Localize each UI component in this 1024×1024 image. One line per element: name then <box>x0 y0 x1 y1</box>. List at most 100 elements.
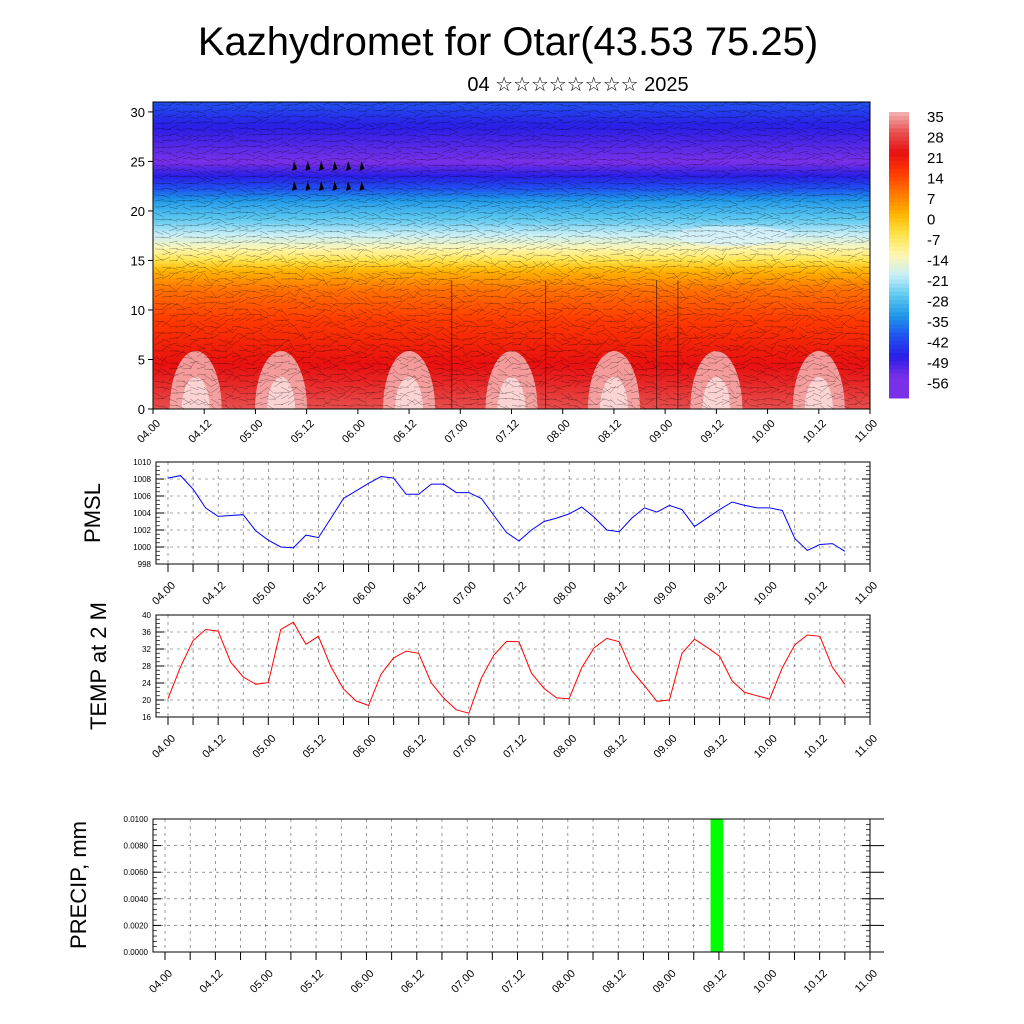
wind-stroke <box>630 152 640 157</box>
wind-stroke <box>483 102 493 106</box>
wind-stroke <box>511 182 521 186</box>
wind-stroke <box>812 265 822 268</box>
wind-stroke <box>560 180 570 184</box>
wind-stroke <box>203 158 213 163</box>
wind-stroke <box>231 224 241 228</box>
wind-stroke <box>644 284 655 286</box>
wind-stroke <box>602 206 612 210</box>
wind-stroke <box>399 119 409 124</box>
wind-stroke <box>630 102 640 106</box>
wind-stroke <box>735 126 745 130</box>
wind-stroke <box>518 191 528 196</box>
wind-stroke <box>245 224 255 227</box>
wind-stroke <box>546 242 556 247</box>
wind-stroke <box>161 107 171 112</box>
wind-stroke <box>252 205 262 208</box>
wind-stroke <box>574 217 584 220</box>
wind-stroke <box>546 134 556 137</box>
wind-stroke <box>196 212 206 215</box>
wind-stroke <box>679 296 689 299</box>
wind-stroke <box>847 176 857 180</box>
wind-stroke <box>350 176 360 181</box>
wind-stroke <box>287 122 297 125</box>
wind-stroke <box>504 224 514 229</box>
wind-stroke <box>847 224 857 229</box>
wind-stroke <box>399 254 409 260</box>
wind-stroke <box>756 192 766 196</box>
wind-stroke <box>420 119 430 124</box>
wind-stroke <box>378 271 388 274</box>
wind-stroke <box>301 242 311 245</box>
wind-stroke <box>616 270 626 274</box>
wind-stroke <box>196 241 206 244</box>
wind-stroke <box>161 248 171 254</box>
wind-stroke <box>203 164 213 167</box>
wind-stroke <box>707 218 717 221</box>
wind-stroke <box>266 144 276 148</box>
wind-stroke <box>756 152 766 157</box>
wind-stroke <box>259 133 269 136</box>
wind-stroke <box>560 240 570 244</box>
wind-stroke <box>322 272 332 277</box>
wind-stroke <box>630 212 640 217</box>
wind-stroke <box>329 140 339 143</box>
wind-stroke <box>168 248 179 250</box>
wind-stroke <box>763 236 773 241</box>
wind-stroke <box>581 174 591 178</box>
wind-stroke <box>504 270 514 274</box>
wind-stroke <box>819 301 829 304</box>
wind-stroke <box>329 206 339 211</box>
wind-stroke <box>420 139 430 142</box>
wind-stroke <box>196 236 206 239</box>
wind-stroke <box>637 182 647 187</box>
wind-stroke <box>371 174 381 178</box>
temperature-band <box>153 342 870 346</box>
wind-stroke <box>161 223 172 226</box>
wind-stroke <box>623 259 633 262</box>
wind-stroke <box>308 121 318 124</box>
wind-stroke <box>588 242 598 247</box>
wind-stroke <box>189 264 199 268</box>
wind-stroke <box>707 162 717 166</box>
wind-stroke <box>763 182 773 187</box>
wind-stroke <box>490 270 500 274</box>
wind-stroke <box>273 206 283 211</box>
wind-stroke <box>203 200 213 203</box>
wind-stroke <box>637 158 647 161</box>
wind-stroke <box>518 212 528 217</box>
wind-stroke <box>700 191 710 196</box>
wind-stroke <box>707 128 717 132</box>
wind-stroke <box>378 278 388 283</box>
wind-stroke <box>630 224 640 227</box>
wind-stroke <box>301 151 311 154</box>
wind-stroke <box>210 290 217 299</box>
wind-stroke <box>672 146 682 151</box>
wind-stroke <box>728 242 738 247</box>
wind-stroke <box>427 277 437 280</box>
wind-stroke <box>315 137 325 142</box>
wind-stroke <box>161 236 171 239</box>
wind-stroke <box>469 260 479 266</box>
wind-stroke <box>630 134 640 137</box>
wind-stroke <box>161 290 172 292</box>
wind-stroke <box>630 288 640 292</box>
wind-stroke <box>161 266 169 274</box>
wind-stroke <box>196 164 206 169</box>
wind-stroke <box>854 224 864 229</box>
wind-stroke <box>511 107 521 112</box>
temperature-band <box>153 193 870 197</box>
wind-stroke <box>525 199 535 202</box>
wind-stroke <box>595 146 605 150</box>
wind-stroke <box>406 274 416 280</box>
wind-stroke <box>455 210 465 214</box>
wind-stroke <box>651 247 661 250</box>
wind-stroke <box>413 250 422 256</box>
wind-stroke <box>854 298 864 304</box>
wind-stroke <box>469 104 479 109</box>
wind-stroke <box>385 140 395 144</box>
wind-stroke <box>252 302 262 306</box>
wind-stroke <box>434 152 444 156</box>
wind-stroke <box>644 206 654 210</box>
wind-stroke <box>210 272 220 275</box>
wind-stroke <box>770 169 780 172</box>
